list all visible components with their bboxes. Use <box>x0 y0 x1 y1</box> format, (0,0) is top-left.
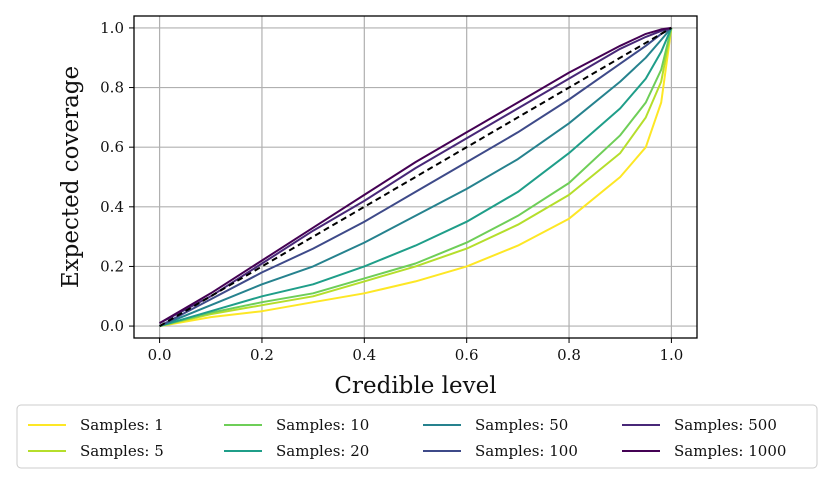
y-tick-label: 0.4 <box>100 198 124 216</box>
series-line-3 <box>159 27 673 328</box>
plot-frame <box>133 15 698 339</box>
y-axis-title: Expected coverage <box>58 66 84 288</box>
y-tick-label: 0.8 <box>100 79 124 97</box>
y-tick-label: 0.2 <box>100 257 124 275</box>
x-axis-title: Credible level <box>334 373 496 399</box>
legend-label: Samples: 1 <box>80 416 164 434</box>
y-tick-label: 0.0 <box>100 317 124 335</box>
series-line-1 <box>159 27 673 328</box>
reference-diagonal-line <box>159 27 672 327</box>
legend-label: Samples: 100 <box>475 442 578 460</box>
x-tick-label: 0.6 <box>455 346 479 364</box>
series-line-7 <box>159 26 672 324</box>
series-line-6 <box>159 27 672 327</box>
legend-label: Samples: 1000 <box>674 442 786 460</box>
legend-box <box>16 404 818 469</box>
series-line-4 <box>159 27 673 328</box>
legend-label: Samples: 50 <box>475 416 568 434</box>
x-tick-label: 1.0 <box>659 346 683 364</box>
legend-label: Samples: 5 <box>80 442 164 460</box>
legend: Samples: 1 Samples: 5 Samples: 10 Samples: … <box>16 404 818 469</box>
grid <box>134 16 697 338</box>
reference-group <box>159 27 672 327</box>
x-tick-label: 0.2 <box>250 346 274 364</box>
series-group <box>159 26 673 328</box>
x-tick-label: 0.8 <box>557 346 581 364</box>
y-tick-label: 0.6 <box>100 138 124 156</box>
legend-label: Samples: 500 <box>674 416 777 434</box>
y-tick-label: 1.0 <box>100 19 124 37</box>
legend-label: Samples: 20 <box>276 442 369 460</box>
series-line-8 <box>159 26 672 324</box>
ticks: 0.0 0.2 0.4 0.6 0.8 1.0 0.0 0.2 0.4 0.6 0.8 1.0 <box>100 19 683 364</box>
legend-label: Samples: 10 <box>276 416 369 434</box>
series-line-5 <box>159 27 673 328</box>
x-tick-label: 0.0 <box>148 346 172 364</box>
series-line-2 <box>159 27 673 328</box>
x-tick-label: 0.4 <box>352 346 376 364</box>
